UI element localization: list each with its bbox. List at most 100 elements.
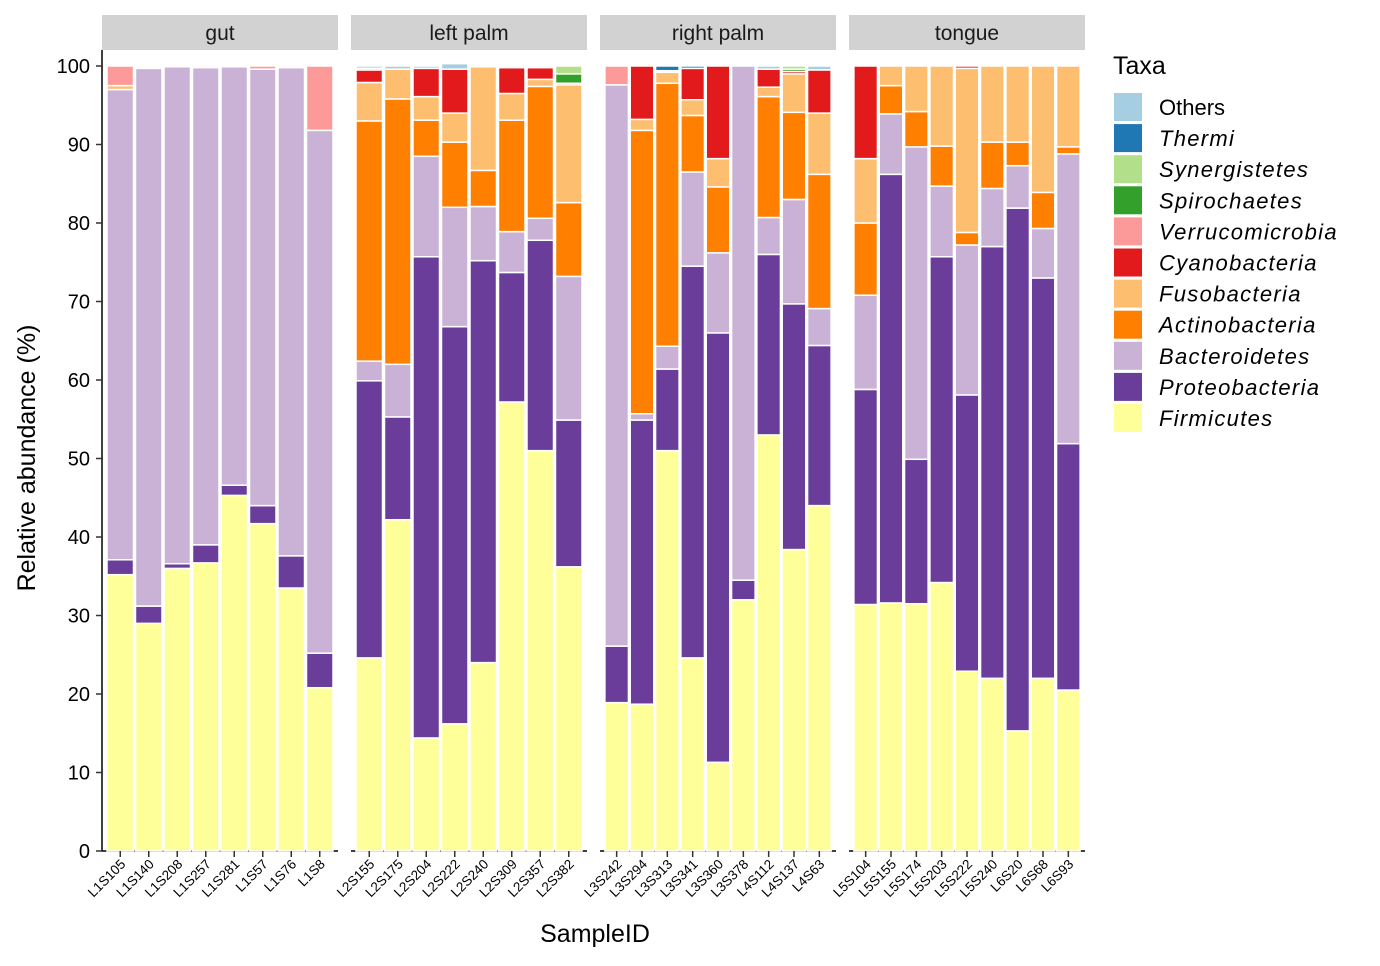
bar-segment <box>1055 65 1081 148</box>
legend-item: Proteobacteria <box>1114 372 1320 401</box>
y-tick-label: 50 <box>68 449 90 471</box>
legend: Taxa Others Thermi Synergistetes Spirochaet… <box>1113 52 1337 432</box>
bar-segment <box>526 85 555 220</box>
bar-segment <box>305 129 334 654</box>
bar-segment <box>929 581 955 852</box>
bar-segment <box>979 141 1005 190</box>
bar-segment <box>604 645 630 704</box>
stacked-bar <box>604 65 630 852</box>
bar-segment <box>1005 207 1031 732</box>
bar-segment <box>604 84 630 647</box>
legend-item: Fusobacteria <box>1114 279 1300 308</box>
bar-segment <box>1055 689 1081 852</box>
bar-segment <box>134 605 163 625</box>
bar-segment <box>440 325 469 725</box>
legend-key <box>1114 186 1142 215</box>
bar-segment <box>1055 146 1081 155</box>
bar-segment <box>497 65 526 69</box>
legend-key <box>1114 248 1142 277</box>
bar-segment <box>469 66 498 172</box>
bar-segment <box>1030 227 1056 279</box>
legend-title: Taxa <box>1113 52 1166 80</box>
bar-segment <box>878 602 904 852</box>
legend-item: Firmicutes <box>1114 404 1272 432</box>
bar-segment <box>497 119 526 233</box>
stacked-bar <box>853 65 879 852</box>
y-tick-label: 40 <box>68 527 90 549</box>
stacked-bar <box>106 65 135 852</box>
bar-segment <box>383 518 412 852</box>
bar-segment <box>629 129 655 415</box>
bar-segment <box>220 484 249 497</box>
bar-segment <box>979 187 1005 248</box>
bar-segment <box>781 73 807 114</box>
bar-segment <box>853 157 879 224</box>
facet-strip <box>351 15 587 50</box>
bar-segment <box>497 92 526 121</box>
y-tick-label: 20 <box>68 684 90 706</box>
facet-strip <box>102 15 338 50</box>
legend-item: Actinobacteria <box>1114 310 1317 339</box>
legend-key <box>1114 279 1142 308</box>
bar-segment <box>806 112 832 176</box>
bar-segment <box>355 657 384 852</box>
legend-label: Synergistetes <box>1159 157 1309 182</box>
bar-segment <box>412 67 441 98</box>
bar-segment <box>305 65 334 132</box>
stacked-bar <box>680 65 706 852</box>
y-tick-label: 0 <box>79 841 90 863</box>
bar-segment <box>469 205 498 262</box>
bar-segment <box>106 573 135 852</box>
bar-segment <box>1030 277 1056 680</box>
legend-label: Proteobacteria <box>1159 375 1320 400</box>
bar-segment <box>134 65 163 68</box>
y-tick-label: 70 <box>68 292 90 314</box>
bar-segment <box>853 294 879 391</box>
bar-segment <box>440 141 469 209</box>
bar-segment <box>191 66 220 546</box>
bar-segment <box>383 68 412 100</box>
bar-segment <box>1005 730 1031 852</box>
stacked-bar <box>903 65 929 852</box>
bar-segment <box>781 65 807 70</box>
y-axis-title: Relative abundance (%) <box>13 325 41 592</box>
bar-segment <box>383 65 412 70</box>
bar-segment <box>903 65 929 113</box>
bar-segment <box>853 222 879 296</box>
facet-strip-label: gut <box>205 22 234 45</box>
bar-segment <box>469 65 498 68</box>
legend-label: Others <box>1159 95 1225 120</box>
bar-segment <box>806 344 832 507</box>
bar-segment <box>903 110 929 148</box>
bar-segment <box>680 114 706 173</box>
stacked-bar <box>929 65 955 852</box>
bar-segment <box>355 81 384 122</box>
bar-segment <box>412 119 441 158</box>
stacked-bar <box>1005 65 1031 852</box>
bar-segment <box>903 602 929 852</box>
bar-segment <box>929 256 955 584</box>
legend-label: Actinobacteria <box>1157 313 1317 338</box>
stacked-bar <box>878 65 904 852</box>
bar-segment <box>756 86 782 98</box>
bar-segment <box>526 239 555 452</box>
bar-segment <box>554 84 583 204</box>
facet-panel: right palmL3S242L3S294L3S313L3S341L3S360… <box>581 15 836 900</box>
y-tick-label: 100 <box>57 56 90 78</box>
bar-segment <box>756 65 782 70</box>
stacked-bar <box>248 65 277 852</box>
bar-segment <box>134 622 163 852</box>
facet-panel: left palmL2S155L2S175L2S204L2S222L2S240L… <box>334 15 587 900</box>
legend-key <box>1114 124 1142 153</box>
bar-segment <box>680 67 706 101</box>
facet-strip-label: left palm <box>429 22 508 45</box>
bar-segment <box>705 186 731 254</box>
bar-segment <box>412 737 441 852</box>
stacked-bar <box>756 65 782 852</box>
bar-segment <box>629 118 655 132</box>
bar-segment <box>1030 65 1056 194</box>
legend-item: Verrucomicrobia <box>1114 217 1337 246</box>
stacked-bar <box>220 65 249 852</box>
legend-key <box>1114 404 1142 432</box>
